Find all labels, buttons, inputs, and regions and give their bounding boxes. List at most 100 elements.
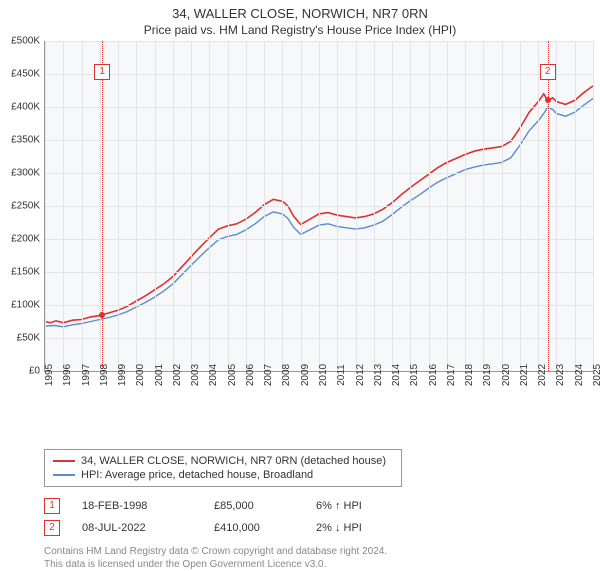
x-axis-label: 2003 (190, 364, 201, 386)
gridline-v (136, 41, 137, 371)
event-date: 18-FEB-1998 (82, 500, 192, 512)
legend-swatch (53, 460, 75, 462)
x-axis-label: 2021 (519, 364, 530, 386)
x-axis-label: 2010 (318, 364, 329, 386)
x-axis-label: 2002 (172, 364, 183, 386)
gridline-v (410, 41, 411, 371)
x-axis-label: 2012 (355, 364, 366, 386)
marker-box: 2 (540, 64, 556, 80)
marker-dot (545, 97, 551, 103)
gridline-v (228, 41, 229, 371)
x-axis-label: 2025 (592, 364, 600, 386)
gridline-v (63, 41, 64, 371)
x-axis-label: 1999 (117, 364, 128, 386)
gridline-v (155, 41, 156, 371)
gridline-v (374, 41, 375, 371)
chart-title: 34, WALLER CLOSE, NORWICH, NR7 0RN (0, 0, 600, 21)
y-axis-label: £50K (17, 333, 40, 344)
x-axis-label: 1997 (81, 364, 92, 386)
x-axis-label: 2000 (135, 364, 146, 386)
gridline-v (264, 41, 265, 371)
event-marker-box: 1 (44, 498, 60, 514)
x-axis-label: 1995 (44, 364, 55, 386)
event-delta: 2% ↓ HPI (316, 522, 396, 534)
gridline-v (593, 41, 594, 371)
chart-container: 34, WALLER CLOSE, NORWICH, NR7 0RN Price… (0, 0, 600, 560)
x-axis-label: 1996 (62, 364, 73, 386)
gridline-v (465, 41, 466, 371)
gridline-v (45, 41, 46, 371)
gridline-v (356, 41, 357, 371)
event-price: £410,000 (214, 522, 294, 534)
gridline-v (483, 41, 484, 371)
x-axis-label: 2011 (336, 364, 347, 386)
y-axis-label: £350K (11, 135, 40, 146)
event-delta: 6% ↑ HPI (316, 500, 396, 512)
x-axis-label: 2013 (373, 364, 384, 386)
x-axis-label: 2015 (409, 364, 420, 386)
gridline-v (173, 41, 174, 371)
event-price: £85,000 (214, 500, 294, 512)
y-axis-label: £100K (11, 300, 40, 311)
y-axis-label: £300K (11, 168, 40, 179)
chart-area: 12 £0£50K£100K£150K£200K£250K£300K£350K£… (44, 41, 592, 401)
gridline-v (429, 41, 430, 371)
y-axis-label: £500K (11, 36, 40, 47)
x-axis-label: 2016 (428, 364, 439, 386)
gridline-v (100, 41, 101, 371)
marker-line (548, 41, 549, 371)
gridline-v (209, 41, 210, 371)
legend-label: HPI: Average price, detached house, Broa… (81, 469, 313, 481)
x-axis-label: 2017 (446, 364, 457, 386)
y-axis-label: £400K (11, 102, 40, 113)
x-axis-label: 2005 (227, 364, 238, 386)
event-list: 1 18-FEB-1998 £85,000 6% ↑ HPI 2 08-JUL-2022 £… (44, 495, 600, 539)
x-axis-label: 1998 (99, 364, 110, 386)
x-axis-label: 2022 (537, 364, 548, 386)
x-axis-label: 2023 (555, 364, 566, 386)
x-axis-label: 2024 (574, 364, 585, 386)
y-axis-label: £150K (11, 267, 40, 278)
legend-item: 34, WALLER CLOSE, NORWICH, NR7 0RN (deta… (53, 454, 393, 468)
gridline-v (575, 41, 576, 371)
gridline-v (502, 41, 503, 371)
legend-label: 34, WALLER CLOSE, NORWICH, NR7 0RN (deta… (81, 455, 386, 467)
gridline-v (82, 41, 83, 371)
marker-line (102, 41, 103, 371)
y-axis-label: £250K (11, 201, 40, 212)
x-axis-label: 2014 (391, 364, 402, 386)
footer: Contains HM Land Registry data © Crown c… (44, 545, 584, 571)
legend-item: HPI: Average price, detached house, Broa… (53, 468, 393, 482)
chart-subtitle: Price paid vs. HM Land Registry's House … (0, 21, 600, 41)
y-axis-label: £200K (11, 234, 40, 245)
gridline-v (447, 41, 448, 371)
gridline-v (337, 41, 338, 371)
marker-dot (99, 312, 105, 318)
event-row: 2 08-JUL-2022 £410,000 2% ↓ HPI (44, 517, 600, 539)
footer-line: Contains HM Land Registry data © Crown c… (44, 545, 584, 558)
marker-box: 1 (94, 64, 110, 80)
gridline-v (319, 41, 320, 371)
y-axis-label: £0 (29, 366, 40, 377)
y-axis-label: £450K (11, 69, 40, 80)
gridline-v (556, 41, 557, 371)
x-axis-label: 2009 (300, 364, 311, 386)
x-axis-label: 2006 (245, 364, 256, 386)
gridline-v (282, 41, 283, 371)
x-axis-label: 2019 (482, 364, 493, 386)
x-axis-label: 2004 (208, 364, 219, 386)
gridline-v (392, 41, 393, 371)
event-row: 1 18-FEB-1998 £85,000 6% ↑ HPI (44, 495, 600, 517)
x-axis-label: 2020 (501, 364, 512, 386)
event-date: 08-JUL-2022 (82, 522, 192, 534)
gridline-v (118, 41, 119, 371)
gridline-v (301, 41, 302, 371)
gridline-v (246, 41, 247, 371)
plot-area: 12 (44, 41, 593, 372)
x-axis-label: 2018 (464, 364, 475, 386)
x-axis-label: 2008 (281, 364, 292, 386)
x-axis-label: 2007 (263, 364, 274, 386)
legend-swatch (53, 474, 75, 476)
x-axis-label: 2001 (154, 364, 165, 386)
event-marker-box: 2 (44, 520, 60, 536)
